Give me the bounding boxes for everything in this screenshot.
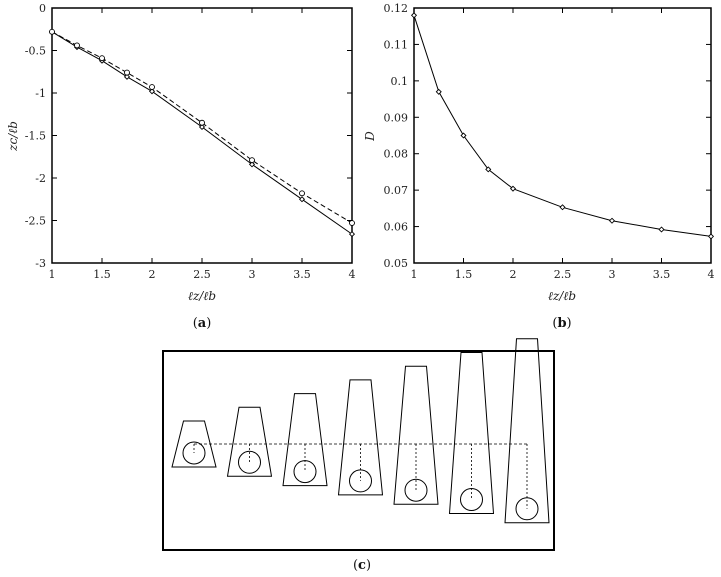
panel-c-caption: (c) — [353, 558, 371, 573]
a-series-0-line — [51, 31, 353, 235]
panel-a-xlabel: ℓz/ℓb — [188, 289, 216, 303]
panel-c-frame — [162, 350, 555, 551]
panel-b-chart: 1 1.5 2 2.5 3 3.5 4 0.12 0.11 0.1 0.09 0.08 0.07 0.06… — [363, 2, 715, 331]
c-trapezoid — [337, 379, 384, 496]
b-ytick-label: 0.06 — [384, 221, 409, 234]
panel-a-caption: (a) — [193, 316, 212, 331]
b-xtick-label: 4 — [708, 268, 715, 281]
b-series-0-point — [608, 217, 616, 224]
a-ytick-label: -2.5 — [25, 215, 46, 228]
a-series-0-point — [348, 231, 356, 238]
panel-b-series — [410, 12, 715, 240]
b-series-0-point — [707, 233, 715, 240]
b-series-0-point — [485, 166, 492, 173]
b-series-0-point — [460, 132, 467, 139]
b-series-0-point — [509, 185, 517, 192]
panel-a-frame — [51, 7, 353, 264]
a-series-0-point — [298, 196, 306, 203]
panel-a-series — [48, 28, 356, 238]
b-ytick-label: 0.05 — [384, 257, 409, 270]
c-circle — [238, 450, 261, 474]
b-xtick-label: 2.5 — [554, 268, 572, 281]
a-series-1-point — [124, 69, 130, 76]
b-ytick-label: 0.09 — [384, 111, 409, 124]
a-xtick-label: 2.5 — [193, 268, 211, 281]
panel-b-xlabel: ℓz/ℓb — [548, 289, 576, 303]
a-series-1-point — [74, 42, 80, 49]
a-xtick-label: 3.5 — [293, 268, 311, 281]
a-series-1-point — [99, 55, 105, 62]
b-xtick-label: 1.5 — [455, 268, 473, 281]
c-trapezoid — [226, 406, 273, 477]
b-ytick-label: 0.08 — [384, 148, 409, 161]
b-xtick-label: 1 — [411, 268, 418, 281]
panel-b-ylabel: D — [363, 131, 377, 142]
a-xtick-label: 1.5 — [93, 268, 111, 281]
panel-b-ticks: 1 1.5 2 2.5 3 3.5 4 0.12 0.11 0.1 0.09 0.08 0.07 0.06… — [384, 2, 715, 281]
b-xtick-label: 3 — [609, 268, 616, 281]
a-xtick-label: 2 — [149, 268, 156, 281]
b-series-0-point — [559, 204, 566, 211]
b-xtick-label: 2 — [510, 268, 517, 281]
panel-b-caption: (b) — [552, 316, 571, 331]
b-ytick-label: 0.11 — [384, 38, 409, 51]
c-trapezoid — [448, 352, 495, 514]
a-ytick-label: -1 — [35, 87, 46, 100]
a-series-0-point — [248, 161, 256, 168]
b-xtick-label: 3.5 — [653, 268, 671, 281]
panel-b-frame — [413, 7, 712, 264]
a-series-0-point — [123, 73, 131, 80]
c-circle — [182, 441, 206, 465]
a-ytick-label: 0 — [39, 2, 46, 15]
panel-a-ticks: 1 1.5 2 2.5 3 3.5 4 0 -0.5 -1 -1.5 -2 -2.5 -3 — [25, 2, 356, 281]
c-trapezoid — [171, 420, 217, 468]
a-xtick-label: 3 — [249, 268, 256, 281]
a-series-1-point — [149, 84, 155, 91]
b-ytick-label: 0.12 — [384, 2, 409, 15]
a-ytick-label: -0.5 — [25, 45, 46, 58]
a-ytick-label: -1.5 — [25, 130, 46, 143]
a-ytick-label: -2 — [35, 172, 46, 185]
a-series-0-point — [198, 123, 206, 131]
b-series-0-line — [413, 15, 712, 237]
b-series-0-point — [658, 226, 665, 233]
a-xtick-label: 4 — [349, 268, 356, 281]
c-circle — [404, 478, 428, 502]
b-series-0-point — [410, 12, 418, 19]
a-series-1-point — [199, 119, 205, 126]
c-trapezoid — [282, 393, 328, 487]
a-series-0-point — [148, 88, 156, 95]
panel-c-shapes — [171, 338, 550, 524]
c-trapezoid — [393, 365, 439, 505]
a-series-1-point — [349, 220, 355, 227]
b-ytick-label: 0.07 — [384, 184, 409, 197]
a-ytick-label: -3 — [35, 257, 46, 270]
panel-c-diagram: (c) — [162, 338, 555, 573]
a-series-1-point — [299, 190, 305, 197]
panel-a-ylabel: zc/ℓb — [6, 121, 20, 152]
a-series-1-point — [49, 28, 55, 35]
panel-a-chart: 1 1.5 2 2.5 3 3.5 4 0 -0.5 -1 -1.5 -2 -2.5 -3 ℓz/ℓb z… — [6, 2, 356, 331]
a-series-1-point — [249, 157, 255, 164]
b-ytick-label: 0.1 — [391, 75, 409, 88]
b-series-0-point — [435, 88, 442, 95]
c-trapezoid — [504, 338, 550, 524]
a-xtick-label: 1 — [49, 268, 56, 281]
